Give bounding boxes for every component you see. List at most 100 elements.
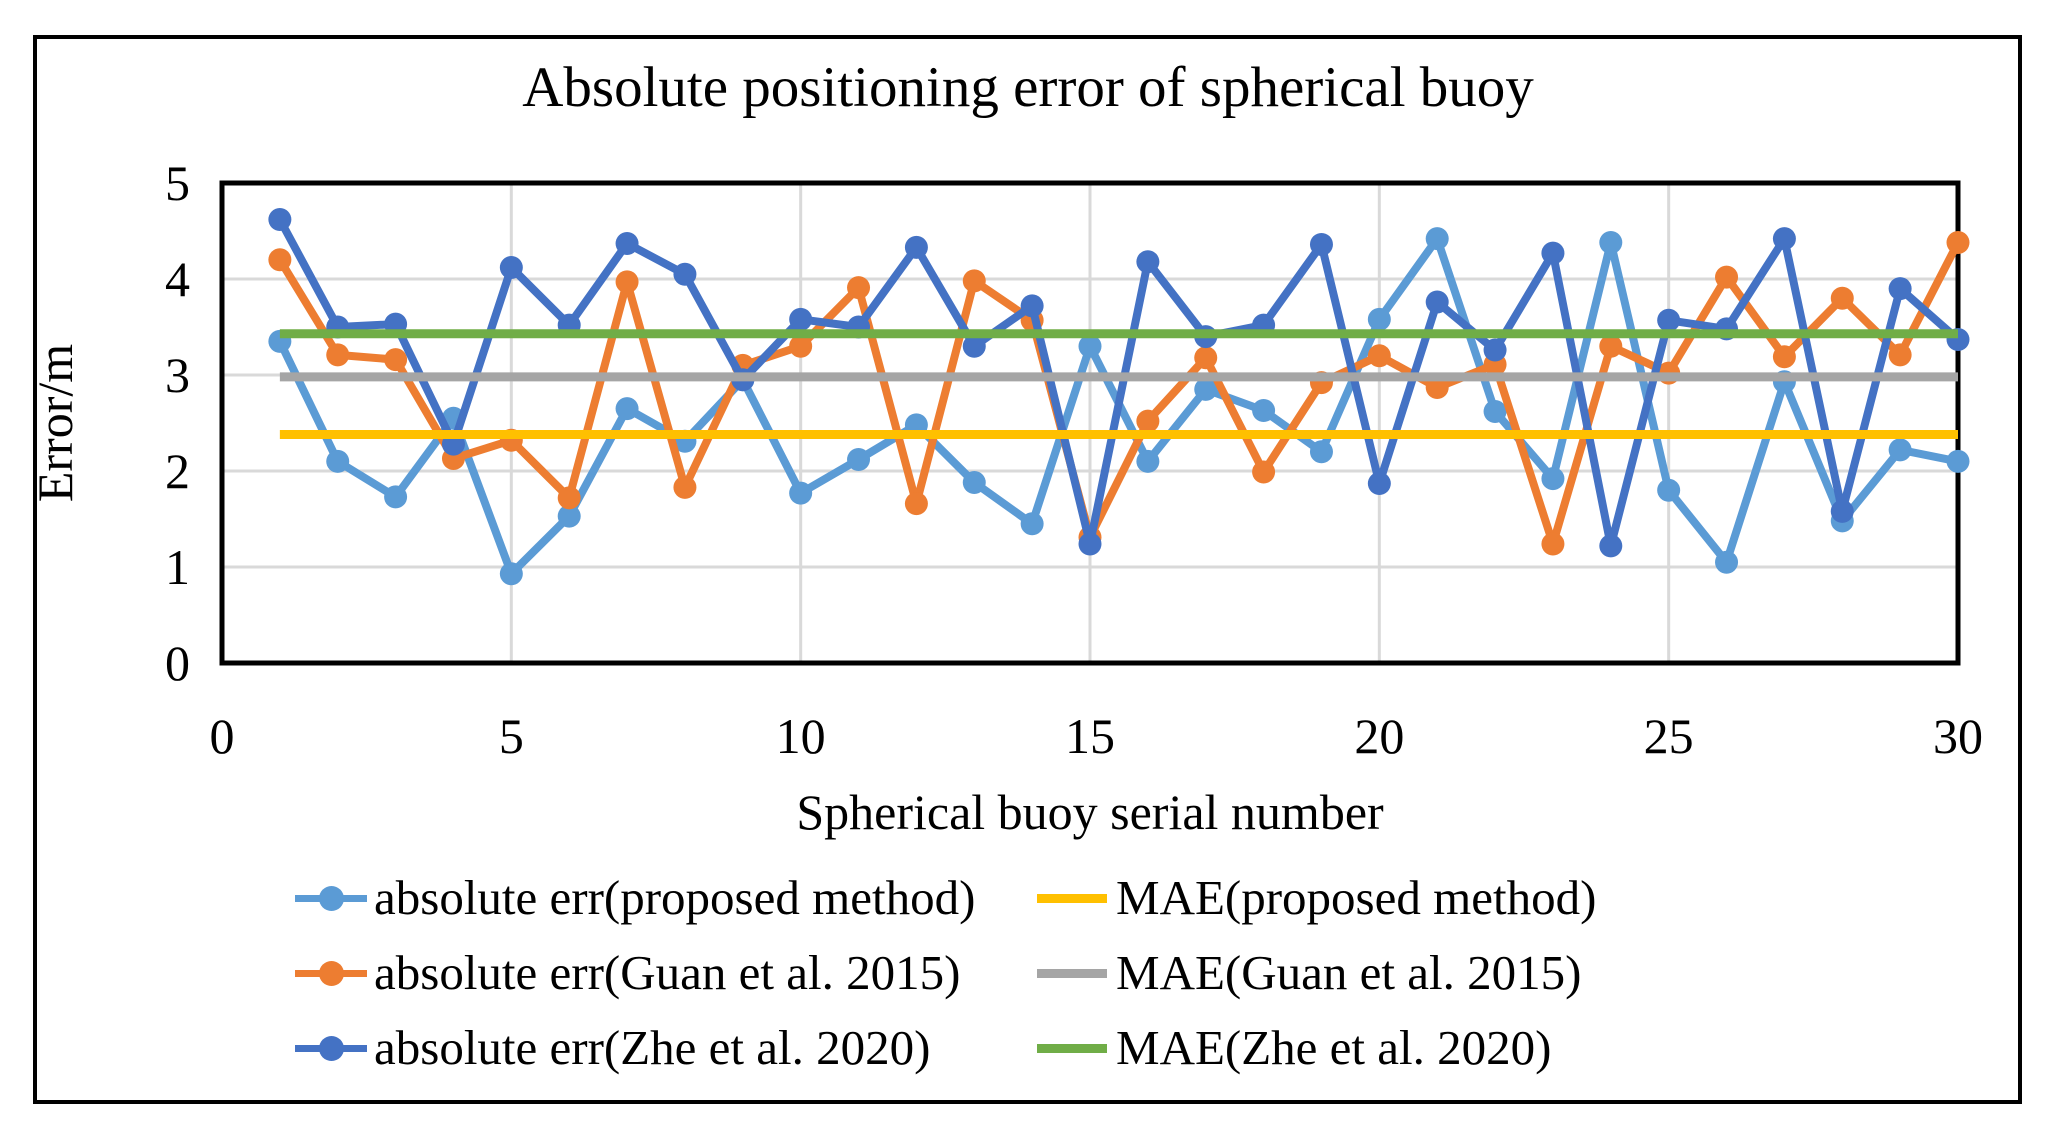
legend-label-mae-guan: MAE(Guan et al. 2015) (1116, 945, 1582, 1000)
data-point (1309, 440, 1333, 464)
data-point (1136, 409, 1160, 433)
series-line (276, 217, 1961, 550)
legend-marker-zhe-series (295, 1036, 367, 1061)
data-point (1309, 232, 1333, 256)
data-point (1252, 399, 1276, 423)
data-point (268, 248, 292, 272)
x-tick-label: 25 (1643, 708, 1694, 764)
data-point (326, 343, 350, 367)
y-axis-title: Error/m (27, 343, 83, 503)
data-point (1599, 534, 1623, 558)
data-point (1946, 231, 1970, 255)
data-point (1541, 532, 1565, 556)
circle-marker-icon (319, 961, 344, 986)
y-tick-label: 4 (165, 251, 190, 307)
data-point (1194, 346, 1218, 370)
data-point (1888, 343, 1912, 367)
data-point (1657, 478, 1681, 502)
legend-label-mae-zhe: MAE(Zhe et al. 2020) (1116, 1020, 1552, 1075)
data-point (789, 334, 813, 358)
data-point (557, 486, 581, 510)
legend-label-guan-series: absolute err(Guan et al. 2015) (374, 945, 961, 1000)
data-point (1772, 227, 1796, 251)
data-point (1136, 250, 1160, 274)
data-point (904, 492, 928, 516)
legend-label-mae-proposed: MAE(proposed method) (1116, 870, 1597, 925)
legend-marker-proposed-series (295, 886, 367, 911)
data-point (962, 471, 986, 495)
data-point (1425, 290, 1449, 314)
data-point (1715, 265, 1739, 289)
x-axis-title: Spherical buoy serial number (796, 784, 1384, 840)
y-tick-label: 3 (165, 347, 190, 403)
data-point (1425, 375, 1449, 399)
data-point (1483, 338, 1507, 362)
x-tick-label: 0 (209, 708, 235, 764)
data-point (673, 262, 697, 286)
data-point (962, 269, 986, 293)
data-point (1830, 499, 1854, 523)
legend-marker-mae-guan (1037, 969, 1107, 978)
data-point (1541, 241, 1565, 265)
data-point (789, 481, 813, 505)
data-point (1020, 294, 1044, 318)
data-point (789, 307, 813, 331)
data-point (1425, 227, 1449, 251)
data-point (1252, 460, 1276, 484)
data-point (615, 231, 639, 255)
data-point (499, 562, 523, 586)
figure-border (33, 35, 2022, 1104)
legend-row: absolute err(Zhe et al. 2020) MAE(Zhe et… (0, 1011, 2056, 1085)
legend-marker-guan-series (295, 961, 367, 986)
data-point (1020, 512, 1044, 536)
data-point (326, 449, 350, 473)
circle-marker-icon (319, 886, 344, 911)
y-tick-label: 5 (165, 155, 190, 211)
data-point (1830, 286, 1854, 310)
series-line (276, 240, 1962, 548)
legend-label-proposed-series: absolute err(proposed method) (374, 870, 976, 925)
legend-row: absolute err(Guan et al. 2015) MAE(Guan … (0, 936, 2056, 1010)
data-point (847, 276, 871, 300)
data-point (904, 235, 928, 259)
data-point (1946, 449, 1970, 473)
data-point (1367, 471, 1391, 495)
data-point (1888, 438, 1912, 462)
data-point (1657, 308, 1681, 332)
y-tick-label: 1 (165, 539, 190, 595)
data-point (673, 475, 697, 499)
data-point (847, 447, 871, 471)
data-point (268, 207, 292, 231)
x-tick-label: 30 (1933, 708, 1983, 764)
data-point (615, 270, 639, 294)
circle-marker-icon (319, 1036, 344, 1061)
data-point (1078, 334, 1102, 358)
data-point (384, 485, 408, 509)
data-point (1541, 467, 1565, 491)
data-point (384, 348, 408, 372)
chart-title: Absolute positioning error of spherical … (522, 56, 1534, 119)
plot-border (219, 180, 1961, 666)
data-point (962, 334, 986, 358)
x-tick-label: 10 (775, 708, 826, 764)
legend-label-zhe-series: absolute err(Zhe et al. 2020) (374, 1020, 931, 1075)
data-point (1078, 532, 1102, 556)
x-tick-label: 15 (1065, 708, 1115, 764)
data-point (1888, 277, 1912, 301)
data-point (1599, 334, 1623, 358)
data-point (1367, 344, 1391, 368)
data-point (1136, 449, 1160, 473)
legend-marker-mae-proposed (1037, 894, 1107, 903)
legend-row: absolute err(proposed method) MAE(propos… (0, 861, 2056, 935)
y-tick-label: 0 (165, 635, 190, 691)
data-point (1772, 345, 1796, 369)
data-point (1194, 377, 1218, 401)
data-point (1367, 307, 1391, 331)
legend-marker-mae-zhe (1037, 1044, 1107, 1053)
data-point (1483, 399, 1507, 423)
x-tick-label: 5 (498, 708, 524, 764)
data-point (499, 255, 523, 279)
x-tick-label: 20 (1354, 708, 1405, 764)
